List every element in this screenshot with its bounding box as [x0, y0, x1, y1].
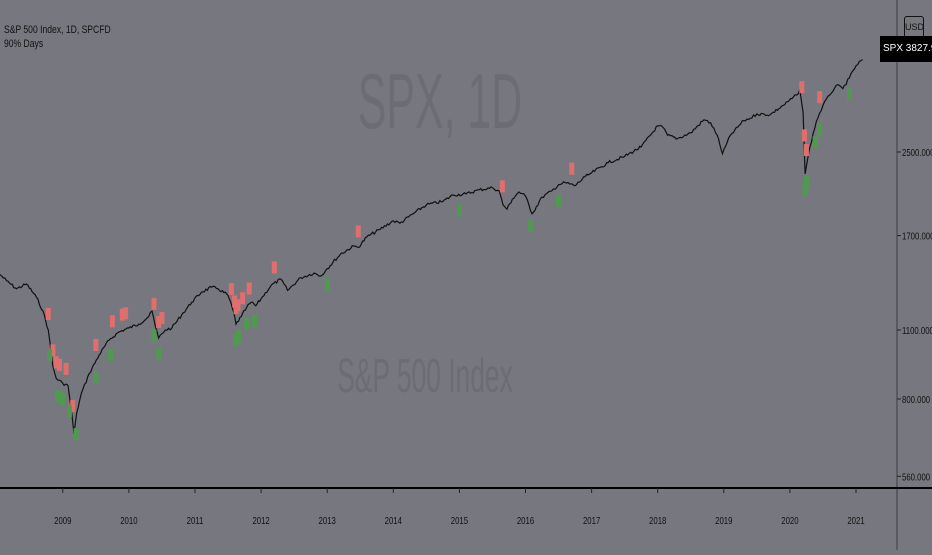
x-tick-label: 2019 — [715, 515, 732, 526]
down-day-marker[interactable] — [56, 358, 62, 371]
up-day-marker[interactable] — [528, 220, 534, 233]
down-day-marker[interactable] — [63, 362, 69, 375]
down-day-marker[interactable] — [156, 315, 162, 328]
up-day-marker[interactable] — [846, 87, 852, 100]
up-day-marker[interactable] — [55, 389, 61, 402]
down-day-marker[interactable] — [93, 338, 99, 351]
up-day-marker[interactable] — [324, 278, 330, 291]
up-day-marker[interactable] — [93, 370, 99, 383]
down-day-marker[interactable] — [355, 225, 361, 238]
up-day-marker[interactable] — [817, 123, 823, 136]
x-tick-label: 2010 — [120, 515, 137, 526]
up-day-marker[interactable] — [151, 329, 157, 342]
down-day-marker[interactable] — [159, 311, 165, 324]
up-day-marker[interactable] — [236, 330, 242, 343]
down-day-marker[interactable] — [119, 308, 125, 321]
down-day-marker[interactable] — [123, 307, 129, 320]
chart-title: S&P 500 Index, 1D, SPCFD — [4, 24, 111, 36]
x-tick-label: 2009 — [54, 515, 71, 526]
indicator-label[interactable]: 90% Days — [4, 38, 44, 50]
down-day-marker[interactable] — [232, 295, 238, 308]
up-day-marker[interactable] — [66, 405, 72, 418]
down-day-marker[interactable] — [109, 315, 115, 328]
x-tick-label: 2018 — [649, 515, 666, 526]
x-tick-label: 2013 — [319, 515, 336, 526]
up-day-marker[interactable] — [456, 204, 462, 217]
currency-button[interactable]: USD — [904, 16, 924, 38]
y-tick-label: 1100.000 — [902, 325, 932, 336]
up-day-marker[interactable] — [107, 348, 113, 361]
up-day-marker[interactable] — [803, 176, 809, 189]
down-day-marker[interactable] — [53, 356, 59, 369]
down-day-marker[interactable] — [70, 399, 76, 412]
up-day-marker[interactable] — [47, 349, 53, 362]
x-tick-label: 2017 — [583, 515, 600, 526]
up-day-marker[interactable] — [60, 393, 66, 406]
series-line[interactable] — [0, 59, 863, 435]
x-tick-label: 2015 — [451, 515, 468, 526]
down-day-marker[interactable] — [569, 162, 575, 175]
down-day-marker[interactable] — [803, 144, 809, 157]
x-tick-label: 2021 — [847, 515, 864, 526]
y-tick-label: 800.000 — [902, 394, 930, 405]
watermark-symbol: SPX, 1D — [358, 59, 523, 146]
x-tick-label: 2012 — [252, 515, 269, 526]
down-day-marker[interactable] — [246, 282, 252, 295]
watermark-name: S&P 500 Index — [337, 350, 513, 403]
up-day-marker[interactable] — [802, 183, 808, 196]
down-day-marker[interactable] — [817, 91, 823, 104]
down-day-marker[interactable] — [499, 180, 505, 193]
down-day-marker[interactable] — [50, 344, 56, 357]
x-tick-label: 2011 — [187, 515, 204, 526]
up-day-marker[interactable] — [156, 347, 162, 360]
up-day-marker[interactable] — [233, 334, 239, 347]
y-tick-label: 1700.000 — [902, 231, 932, 242]
up-day-marker[interactable] — [812, 136, 818, 149]
down-day-marker[interactable] — [271, 261, 277, 274]
last-price-tag: SPX 3827.93 — [880, 36, 932, 62]
x-tick-label: 2014 — [385, 515, 402, 526]
x-tick-label: 2020 — [781, 515, 798, 526]
down-day-marker[interactable] — [151, 297, 157, 310]
down-day-marker[interactable] — [801, 129, 807, 142]
down-day-marker[interactable] — [240, 292, 246, 305]
y-tick-label: 2500.000 — [902, 147, 932, 158]
down-day-marker[interactable] — [228, 283, 234, 296]
down-day-marker[interactable] — [799, 81, 805, 94]
down-day-marker[interactable] — [235, 299, 241, 312]
up-day-marker[interactable] — [73, 428, 79, 441]
up-day-marker[interactable] — [251, 314, 257, 327]
down-day-marker[interactable] — [45, 307, 51, 320]
up-day-marker[interactable] — [57, 391, 63, 404]
y-tick-label: 560.000 — [902, 471, 930, 482]
x-tick-label: 2016 — [517, 515, 534, 526]
up-day-marker[interactable] — [244, 317, 250, 330]
up-day-marker[interactable] — [556, 194, 562, 207]
